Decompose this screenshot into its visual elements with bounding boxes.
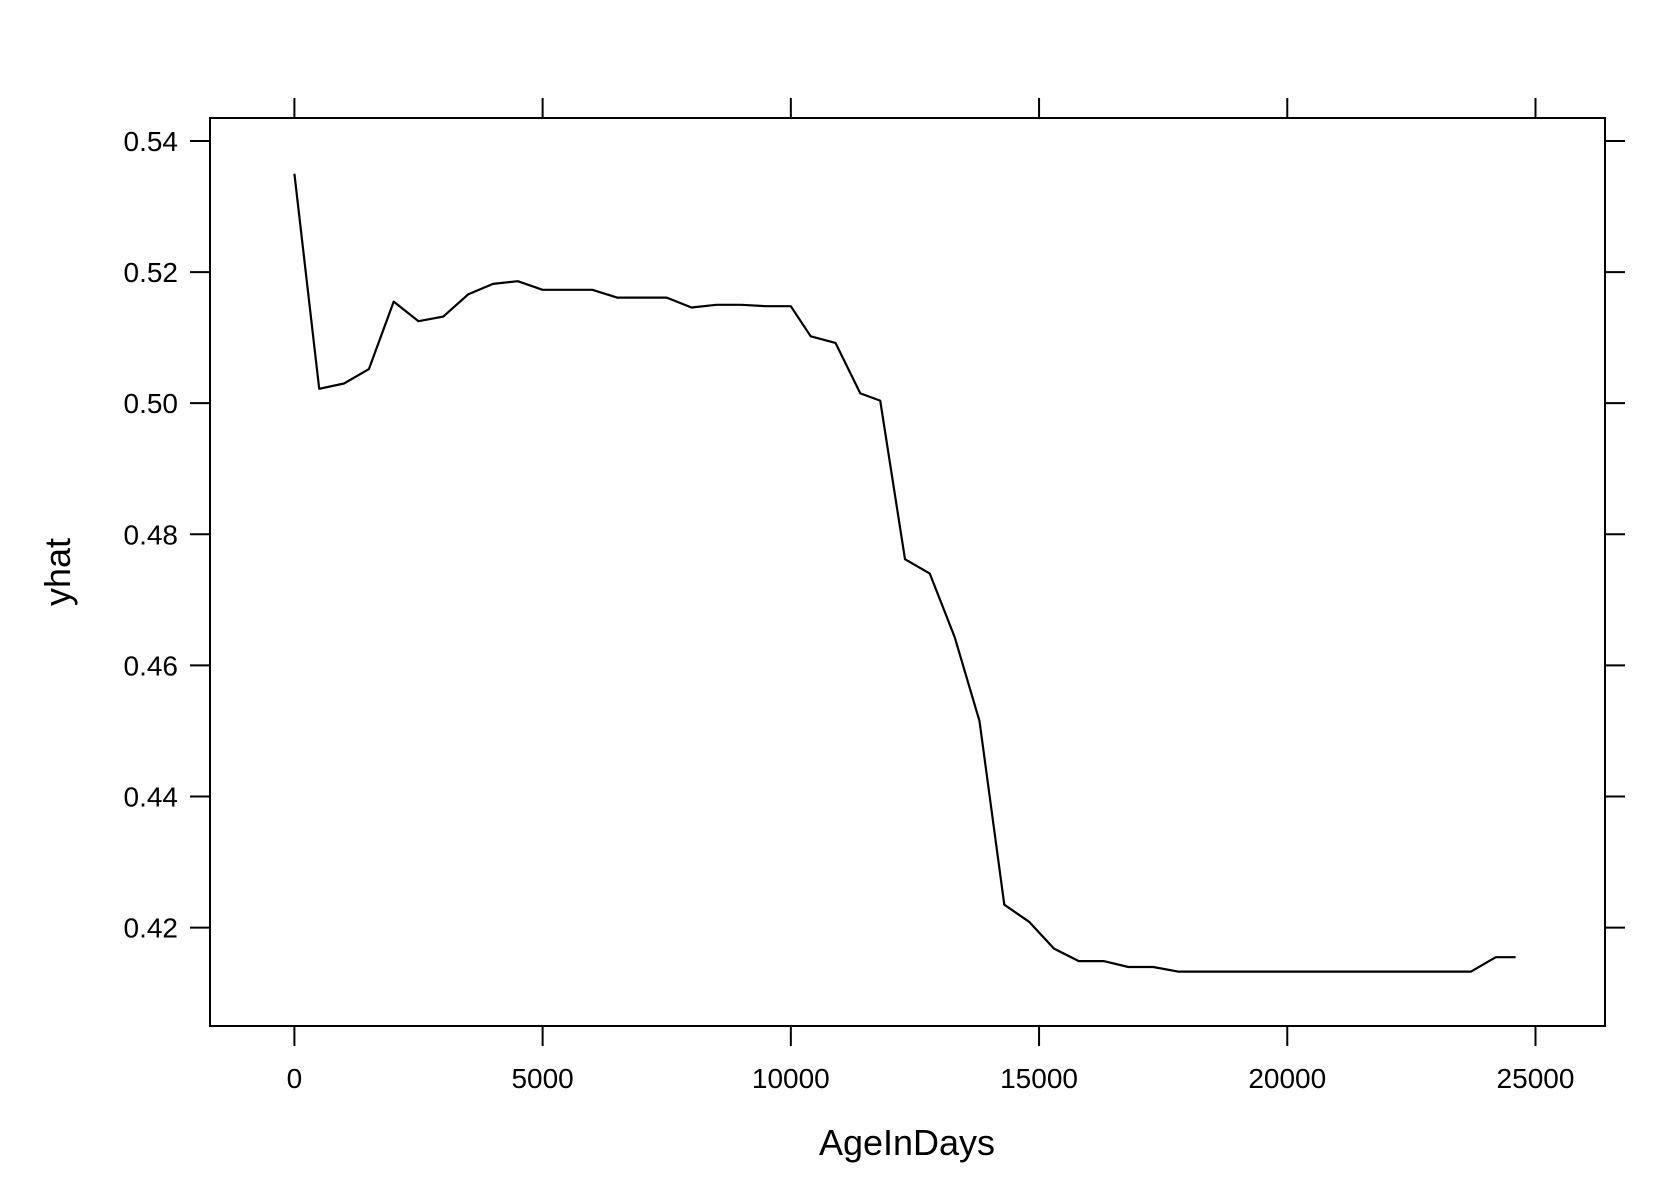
x-tick-label: 15000: [1000, 1063, 1078, 1094]
x-tick-label: 25000: [1497, 1063, 1575, 1094]
y-tick-label: 0.42: [124, 913, 179, 944]
y-tick-label: 0.52: [124, 257, 179, 288]
x-tick-label: 0: [287, 1063, 303, 1094]
series-line: [293, 173, 1516, 973]
x-tick-label: 20000: [1248, 1063, 1326, 1094]
x-tick-label: 5000: [511, 1063, 573, 1094]
y-axis-title: yhat: [37, 538, 78, 606]
y-axis: 0.42 0.44 0.46 0.48 0.50 0.52 0.54: [124, 126, 1625, 944]
x-tick-label: 10000: [752, 1063, 830, 1094]
y-tick-label: 0.48: [124, 519, 179, 550]
x-axis-title: AgeInDays: [819, 1122, 995, 1163]
y-tick-label: 0.44: [124, 782, 179, 813]
plot-frame: [209, 117, 1606, 1027]
y-tick-label: 0.46: [124, 650, 179, 681]
y-tick-label: 0.50: [124, 388, 179, 419]
y-tick-label: 0.54: [124, 126, 179, 157]
x-axis: 0 5000 10000 15000 20000 25000: [287, 98, 1575, 1094]
